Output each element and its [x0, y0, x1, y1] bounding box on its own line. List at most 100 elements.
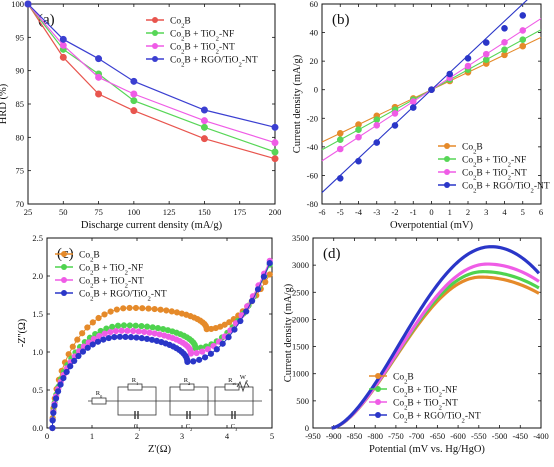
x-tick-label: -950	[305, 431, 321, 441]
data-point	[59, 41, 67, 49]
legend-swatch-marker	[61, 277, 67, 283]
x-tick-label: -1	[410, 207, 417, 217]
data-point	[75, 352, 82, 360]
data-point	[226, 319, 233, 326]
legend-swatch-marker	[444, 169, 450, 175]
data-point	[60, 375, 67, 382]
data-point	[57, 381, 64, 388]
data-point	[271, 148, 279, 156]
data-point	[101, 330, 108, 337]
data-point	[146, 329, 153, 336]
y-tick-label: 0	[314, 85, 318, 95]
data-point	[187, 350, 195, 357]
y-tick-label: 0	[305, 423, 309, 433]
data-point	[145, 305, 152, 312]
x-tick-label: -600	[450, 431, 466, 441]
data-point	[355, 157, 362, 165]
resistor-r0	[91, 397, 107, 405]
data-point	[113, 306, 120, 313]
data-point	[149, 324, 156, 331]
data-point	[200, 106, 208, 114]
x-tick-label: 4	[225, 431, 230, 441]
data-point	[105, 334, 112, 342]
data-point	[355, 126, 362, 134]
data-point	[213, 346, 220, 353]
block-resistor	[127, 383, 143, 391]
legend-swatch-marker	[61, 251, 67, 257]
data-point	[482, 39, 490, 46]
data-point	[126, 304, 133, 312]
y-tick-label: 40	[310, 28, 319, 38]
legend-label: Co2B + RGO/TiO2-NT	[170, 56, 258, 69]
y-tick-label: 2.5	[32, 233, 43, 243]
legend-swatch-marker	[444, 143, 450, 149]
data-point	[151, 305, 158, 313]
data-point	[50, 409, 57, 417]
data-point	[95, 90, 103, 98]
y-axis-label: HRD (%)	[0, 83, 9, 124]
plot-frame	[312, 237, 542, 429]
legend-swatch-marker	[152, 56, 158, 62]
data-point	[101, 311, 108, 318]
data-point	[109, 323, 116, 330]
x-tick-label: 4	[502, 207, 507, 217]
block-resistor	[179, 383, 195, 391]
legend-label: Co2B + TiO2-NF	[79, 264, 143, 277]
data-point	[271, 155, 279, 163]
data-point	[168, 308, 175, 315]
data-point	[107, 308, 114, 315]
panel-label: (b)	[332, 12, 350, 28]
x-tick-label: 200	[269, 207, 282, 217]
y-tick-label: -60	[307, 170, 318, 180]
data-point	[200, 117, 208, 125]
data-point	[89, 319, 96, 326]
x-tick-label: -400	[533, 431, 549, 441]
y-tick-label: 1.5	[32, 309, 43, 319]
data-point	[519, 42, 527, 50]
y-tick-label: 100	[11, 0, 24, 9]
x-tick-label: -5	[337, 207, 344, 217]
y-tick-label: 2000	[292, 314, 309, 324]
circuit-label: C3	[231, 423, 238, 432]
x-tick-label: -500	[492, 431, 508, 441]
panel-label: (d)	[323, 246, 341, 262]
x-tick-label: 5	[270, 431, 274, 441]
data-point	[114, 322, 122, 329]
x-tick-label: 75	[94, 207, 103, 217]
legend-swatch-marker	[444, 182, 450, 188]
y-tick-label: 95	[16, 32, 25, 42]
legend-label: Co2B + TiO2-NT	[393, 399, 458, 412]
data-point	[71, 357, 78, 365]
x-tick-label: -800	[367, 431, 383, 441]
equivalent-circuit: R0 R1 C1 R2 C2 Ret C3 Wo	[88, 374, 262, 432]
data-point	[130, 97, 138, 105]
x-tick-label: 1	[90, 431, 94, 441]
legend-label: Co2B + TiO2-NF	[462, 156, 526, 169]
legend-swatch-marker	[152, 30, 158, 36]
x-tick-label: 150	[198, 207, 211, 217]
circuit-label: C2	[186, 423, 193, 432]
plot-frame	[27, 3, 276, 205]
data-point	[336, 136, 344, 144]
x-tick-label: 6	[539, 207, 543, 217]
legend-label: Co2B	[393, 373, 414, 386]
circuit-label-r0: R0	[96, 390, 103, 399]
y-tick-label: 85	[16, 99, 25, 109]
y-axis-label: Current density (mA/g)	[283, 283, 294, 382]
x-tick-label: -6	[318, 207, 325, 217]
data-point	[59, 35, 67, 43]
x-tick-label: -900	[326, 431, 342, 441]
x-tick-label: -2	[391, 207, 398, 217]
y-tick-label: 0.0	[32, 423, 43, 433]
legend-swatch-marker	[152, 17, 158, 23]
data-point	[428, 86, 435, 94]
legend-label: Co2B + TiO2-NF	[170, 30, 234, 43]
data-point	[409, 104, 417, 111]
y-tick-label: 500	[296, 396, 309, 406]
x-tick-label: 5	[521, 207, 525, 217]
data-point	[69, 343, 76, 350]
series-line-3	[27, 3, 276, 128]
x-tick-label: 50	[59, 207, 68, 217]
